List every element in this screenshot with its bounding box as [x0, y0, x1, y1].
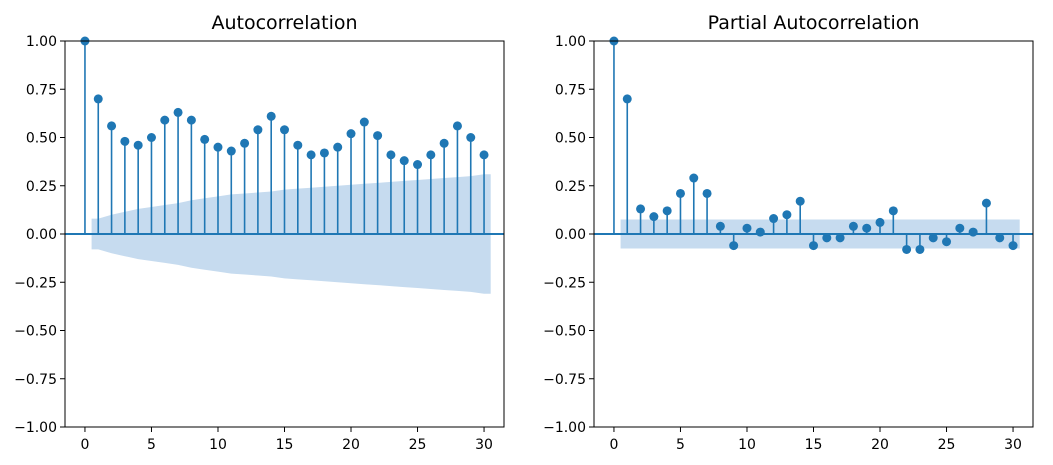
stem-marker — [120, 136, 130, 146]
stem-marker — [795, 196, 805, 206]
stem-marker — [253, 125, 263, 135]
y-tick-label: −0.75 — [543, 372, 586, 388]
stem-marker — [1008, 241, 1018, 251]
stem-marker — [333, 142, 343, 152]
y-tick-label: −0.25 — [14, 275, 57, 291]
stem-marker — [319, 148, 329, 158]
stem-marker — [306, 150, 316, 160]
stem-marker — [280, 125, 289, 135]
stem-marker — [93, 94, 103, 104]
stem-marker — [479, 150, 489, 160]
x-tick-label: 5 — [147, 437, 156, 453]
stem-marker — [466, 133, 476, 142]
stem-marker — [835, 233, 845, 243]
stem-marker — [146, 133, 156, 142]
x-tick-label: 15 — [805, 437, 823, 453]
y-tick-label: 1.00 — [26, 34, 57, 50]
y-tick-label: 0.50 — [555, 131, 586, 147]
x-tick-label: 0 — [609, 437, 618, 453]
y-tick-label: 0.00 — [26, 227, 57, 243]
stem-marker — [995, 233, 1005, 243]
stem-marker — [942, 237, 952, 247]
stem-marker — [386, 150, 396, 160]
stem-marker — [888, 206, 898, 216]
x-tick-label: 30 — [1004, 437, 1022, 453]
y-tick-label: 0.25 — [26, 179, 57, 195]
stem-marker — [928, 233, 938, 243]
stem-marker — [915, 244, 925, 254]
x-tick-label: 25 — [938, 437, 956, 453]
pacf-panel: −1.00 −0.75 −0.50 −0.25 0.00 0.25 0.50 0.75 1.00… — [543, 12, 1034, 453]
stem-marker — [439, 138, 449, 148]
stem-marker — [133, 140, 143, 150]
y-tick-label: −0.50 — [14, 324, 57, 340]
y-tick-label: −1.00 — [14, 420, 57, 436]
acf-panel: −1.00 −0.75 −0.50 −0.25 0.00 0.25 0.50 0.75 1.00… — [14, 12, 505, 453]
stem-marker — [702, 188, 712, 198]
stem-marker — [173, 107, 183, 117]
y-tick-label: 0.00 — [555, 227, 586, 243]
stem-marker — [622, 94, 632, 104]
stem-marker — [160, 115, 170, 125]
stem-marker — [452, 121, 462, 131]
stem-marker — [649, 212, 659, 222]
stem-marker — [809, 241, 818, 251]
x-tick-label: 10 — [738, 437, 756, 453]
x-tick-label: 20 — [342, 437, 360, 453]
stem-marker — [742, 223, 752, 233]
stem-marker — [213, 142, 223, 152]
stem-marker — [755, 227, 765, 237]
chart-title: Autocorrelation — [211, 12, 357, 34]
y-tick-label: −1.00 — [543, 420, 586, 436]
y-tick-label: 0.75 — [26, 82, 57, 98]
x-tick-label: 15 — [276, 437, 294, 453]
x-tick-label: 20 — [871, 437, 889, 453]
stem-marker — [981, 198, 991, 208]
chart-title: Partial Autocorrelation — [708, 12, 920, 34]
x-tick-label: 25 — [409, 437, 427, 453]
y-tick-label: −0.25 — [543, 275, 586, 291]
x-tick-label: 30 — [475, 437, 493, 453]
x-tick-label: 0 — [80, 437, 89, 453]
stem-marker — [955, 223, 965, 233]
stem-marker — [413, 160, 423, 170]
stem-marker — [266, 111, 276, 121]
stem-marker — [200, 134, 210, 144]
stem-marker — [769, 214, 779, 224]
stem-marker — [715, 221, 725, 231]
stem-marker — [902, 244, 912, 254]
stem-marker — [399, 156, 409, 166]
stem-marker — [862, 223, 872, 233]
y-tick-label: 0.75 — [555, 82, 586, 98]
stem-marker — [662, 206, 672, 216]
y-tick-label: 0.25 — [555, 179, 586, 195]
y-tick-label: −0.50 — [543, 324, 586, 340]
stem-marker — [848, 221, 858, 231]
stem-marker — [968, 227, 978, 237]
x-tick-label: 10 — [209, 437, 227, 453]
stem-marker — [107, 121, 117, 131]
stem-marker — [822, 233, 832, 243]
stem-marker — [675, 188, 685, 198]
stem-marker — [875, 217, 885, 227]
stem-marker — [186, 115, 196, 125]
stem-marker — [226, 146, 236, 156]
y-tick-label: 1.00 — [555, 34, 586, 50]
stem-marker — [293, 140, 303, 150]
x-tick-label: 5 — [676, 437, 685, 453]
y-tick-label: 0.50 — [26, 131, 57, 147]
stem-marker — [636, 204, 646, 214]
stem-marker — [240, 138, 250, 148]
y-tick-label: −0.75 — [14, 372, 57, 388]
stem-marker — [359, 117, 369, 127]
stem-marker — [729, 241, 739, 251]
stem-marker — [689, 173, 699, 183]
stem-marker — [373, 131, 383, 141]
stem-marker — [346, 129, 356, 139]
stem-marker — [782, 210, 792, 220]
stem-marker — [426, 150, 436, 160]
